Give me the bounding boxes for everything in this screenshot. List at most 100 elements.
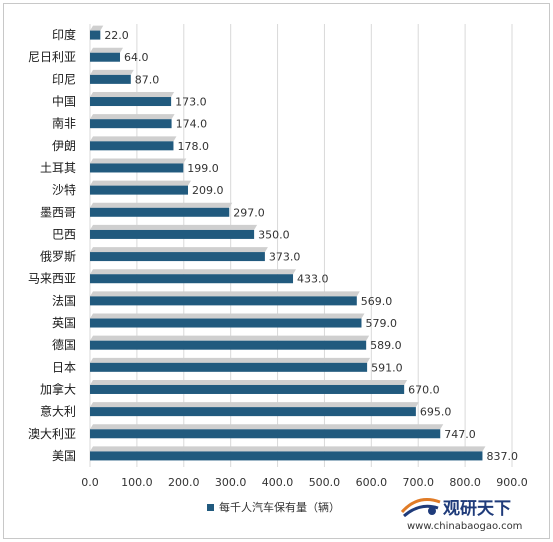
bar (90, 318, 362, 328)
bar-shadow (90, 47, 124, 53)
value-label: 350.0 (258, 228, 290, 241)
bar (90, 296, 357, 306)
category-label: 英国 (52, 316, 76, 330)
bar (90, 52, 121, 62)
category-label: 墨西哥 (40, 205, 76, 219)
category-label: 印尼 (52, 72, 76, 86)
value-label: 433.0 (297, 273, 329, 286)
value-label: 199.0 (187, 162, 219, 175)
x-tick-label: 300.0 (215, 476, 247, 489)
legend: 每千人汽车保有量（辆） (207, 500, 340, 514)
value-labels: 22.0 64.0 87.0 173.0 174.0 178.0 199.0 209.0 297… (104, 29, 518, 463)
x-tick-label: 0.0 (81, 476, 99, 489)
bar (90, 229, 255, 239)
bar (90, 451, 483, 461)
category-label: 南非 (52, 116, 76, 131)
bar-shadow (90, 357, 371, 363)
bar-shadow (90, 335, 370, 341)
category-label: 巴西 (52, 227, 76, 241)
value-label: 174.0 (176, 118, 208, 131)
category-label: 日本 (52, 360, 76, 374)
value-label: 297.0 (233, 206, 265, 219)
bar (90, 362, 368, 372)
bar (90, 407, 416, 417)
value-label: 22.0 (104, 29, 129, 42)
value-label: 569.0 (361, 295, 393, 308)
category-label: 尼日利亚 (28, 50, 76, 64)
bar (90, 30, 101, 40)
bar-shadow (90, 424, 444, 430)
category-label: 澳大利亚 (28, 427, 76, 441)
bar-shadow (90, 269, 297, 275)
value-label: 670.0 (408, 383, 440, 396)
bars-group (90, 25, 486, 461)
logo-name: 观研天下 (442, 499, 511, 519)
category-label: 法国 (52, 294, 76, 308)
bar-shadow (90, 202, 233, 208)
value-label: 695.0 (420, 406, 452, 419)
x-tick-label: 600.0 (356, 476, 388, 489)
bar-shadow (90, 379, 408, 385)
category-label: 加拿大 (40, 381, 76, 396)
legend-label: 每千人汽车保有量（辆） (219, 500, 340, 514)
category-label: 俄罗斯 (40, 250, 76, 264)
bar (90, 185, 188, 195)
bar-shadow (90, 446, 486, 452)
grid-lines (89, 24, 513, 467)
bar-shadow (90, 291, 360, 297)
bar-shadow (90, 114, 175, 120)
logo-url: www.chinabaogao.com (407, 521, 522, 532)
legend-swatch (207, 504, 214, 511)
bar-shadow (90, 224, 258, 230)
bar (90, 252, 265, 262)
bar (90, 74, 131, 84)
bar-shadow (90, 92, 175, 98)
category-label: 伊朗 (52, 139, 76, 153)
x-tick-label: 400.0 (262, 476, 294, 489)
bar (90, 384, 405, 394)
category-label: 印度 (52, 27, 76, 42)
bar (90, 163, 184, 173)
bar-shadow (90, 247, 268, 253)
value-label: 579.0 (365, 317, 397, 330)
bar (90, 141, 174, 151)
x-tick-label: 900.0 (496, 476, 528, 489)
bar-shadow (90, 402, 419, 408)
x-tick-label: 200.0 (168, 476, 200, 489)
value-label: 589.0 (370, 339, 402, 352)
watermark-logo: 观研天下 www.chinabaogao.com (400, 498, 522, 532)
category-label: 土耳其 (40, 161, 76, 175)
bar (90, 207, 230, 217)
x-tick-label: 800.0 (449, 476, 481, 489)
category-labels: 印度尼日利亚印尼中国南非伊朗土耳其沙特墨西哥巴西俄罗斯马来西亚法国英国德国日本加… (28, 27, 76, 463)
bar-shadow (90, 313, 365, 319)
value-label: 837.0 (486, 450, 517, 463)
bar (90, 340, 367, 350)
value-label: 373.0 (269, 251, 301, 264)
category-label: 德国 (52, 337, 76, 352)
bar (90, 429, 441, 439)
bar (90, 97, 172, 107)
logo-icon (400, 498, 441, 518)
bar (90, 274, 294, 284)
category-label: 沙特 (52, 182, 76, 197)
value-label: 747.0 (444, 428, 476, 441)
category-label: 美国 (52, 449, 76, 463)
category-label: 意大利 (40, 404, 76, 419)
value-label: 64.0 (124, 51, 148, 64)
x-tick-label: 100.0 (121, 476, 153, 489)
bar (90, 119, 172, 129)
value-label: 173.0 (175, 96, 207, 109)
category-label: 马来西亚 (28, 272, 76, 286)
bar-shadow (90, 69, 134, 75)
value-label: 591.0 (371, 361, 403, 374)
value-label: 87.0 (135, 73, 160, 86)
x-tick-label: 700.0 (402, 476, 434, 489)
bar-shadow (90, 136, 177, 142)
x-tick-label: 500.0 (309, 476, 341, 489)
x-tick-labels: 0.0 100.0 200.0 300.0 400.0 500.0 600.0 700.0 80… (81, 476, 528, 489)
value-label: 209.0 (192, 184, 224, 197)
bar-shadow (90, 158, 187, 164)
category-label: 中国 (52, 94, 76, 109)
